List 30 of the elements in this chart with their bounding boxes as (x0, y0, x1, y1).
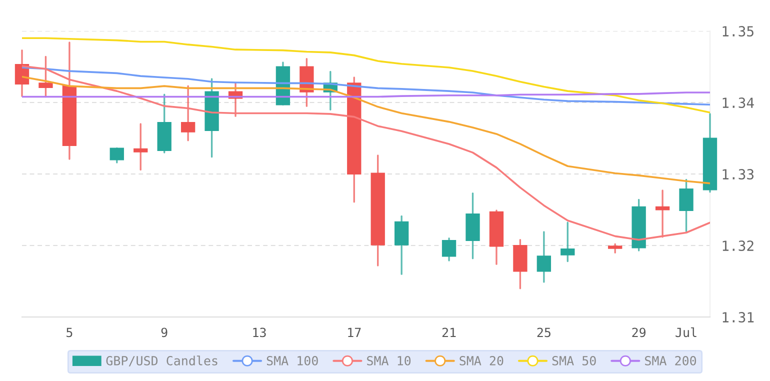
candlestick (536, 231, 552, 283)
x-tick-label: 17 (348, 328, 361, 337)
candlestick (180, 85, 196, 142)
legend-label: SMA 10 (367, 356, 411, 366)
legend-label: SMA 20 (460, 356, 504, 366)
candlestick (679, 178, 694, 232)
legend-label: SMA 50 (552, 356, 596, 366)
x-tick-label: 25 (537, 328, 550, 338)
y-tick-label: 1.35 (722, 26, 754, 37)
y-tick-label: 1.34 (722, 98, 754, 108)
x-tick-label: Jul (676, 327, 696, 338)
x-tick-label: 9 (161, 328, 168, 338)
legend-label: SMA 200 (645, 356, 696, 366)
candlestick (442, 238, 456, 262)
x-tick-label: 13 (253, 328, 266, 338)
candlestick (110, 147, 124, 164)
x-tick-label: 29 (632, 328, 646, 338)
y-tick-label: 1.33 (722, 169, 754, 180)
line-series (22, 37, 710, 114)
legend-label: SMA 100 (266, 356, 318, 366)
x-tick-label: 5 (66, 328, 72, 338)
x-tick-label: 21 (442, 328, 456, 337)
candlestick (394, 215, 409, 275)
candlestick (655, 190, 670, 238)
candlestick (38, 56, 53, 98)
candlestick (134, 123, 148, 171)
legend-label: GBP/USD Candles (106, 356, 218, 366)
y-tick-label: 1.32 (722, 240, 754, 252)
y-tick-label: 1.31 (722, 312, 754, 323)
candlestick (560, 222, 575, 262)
